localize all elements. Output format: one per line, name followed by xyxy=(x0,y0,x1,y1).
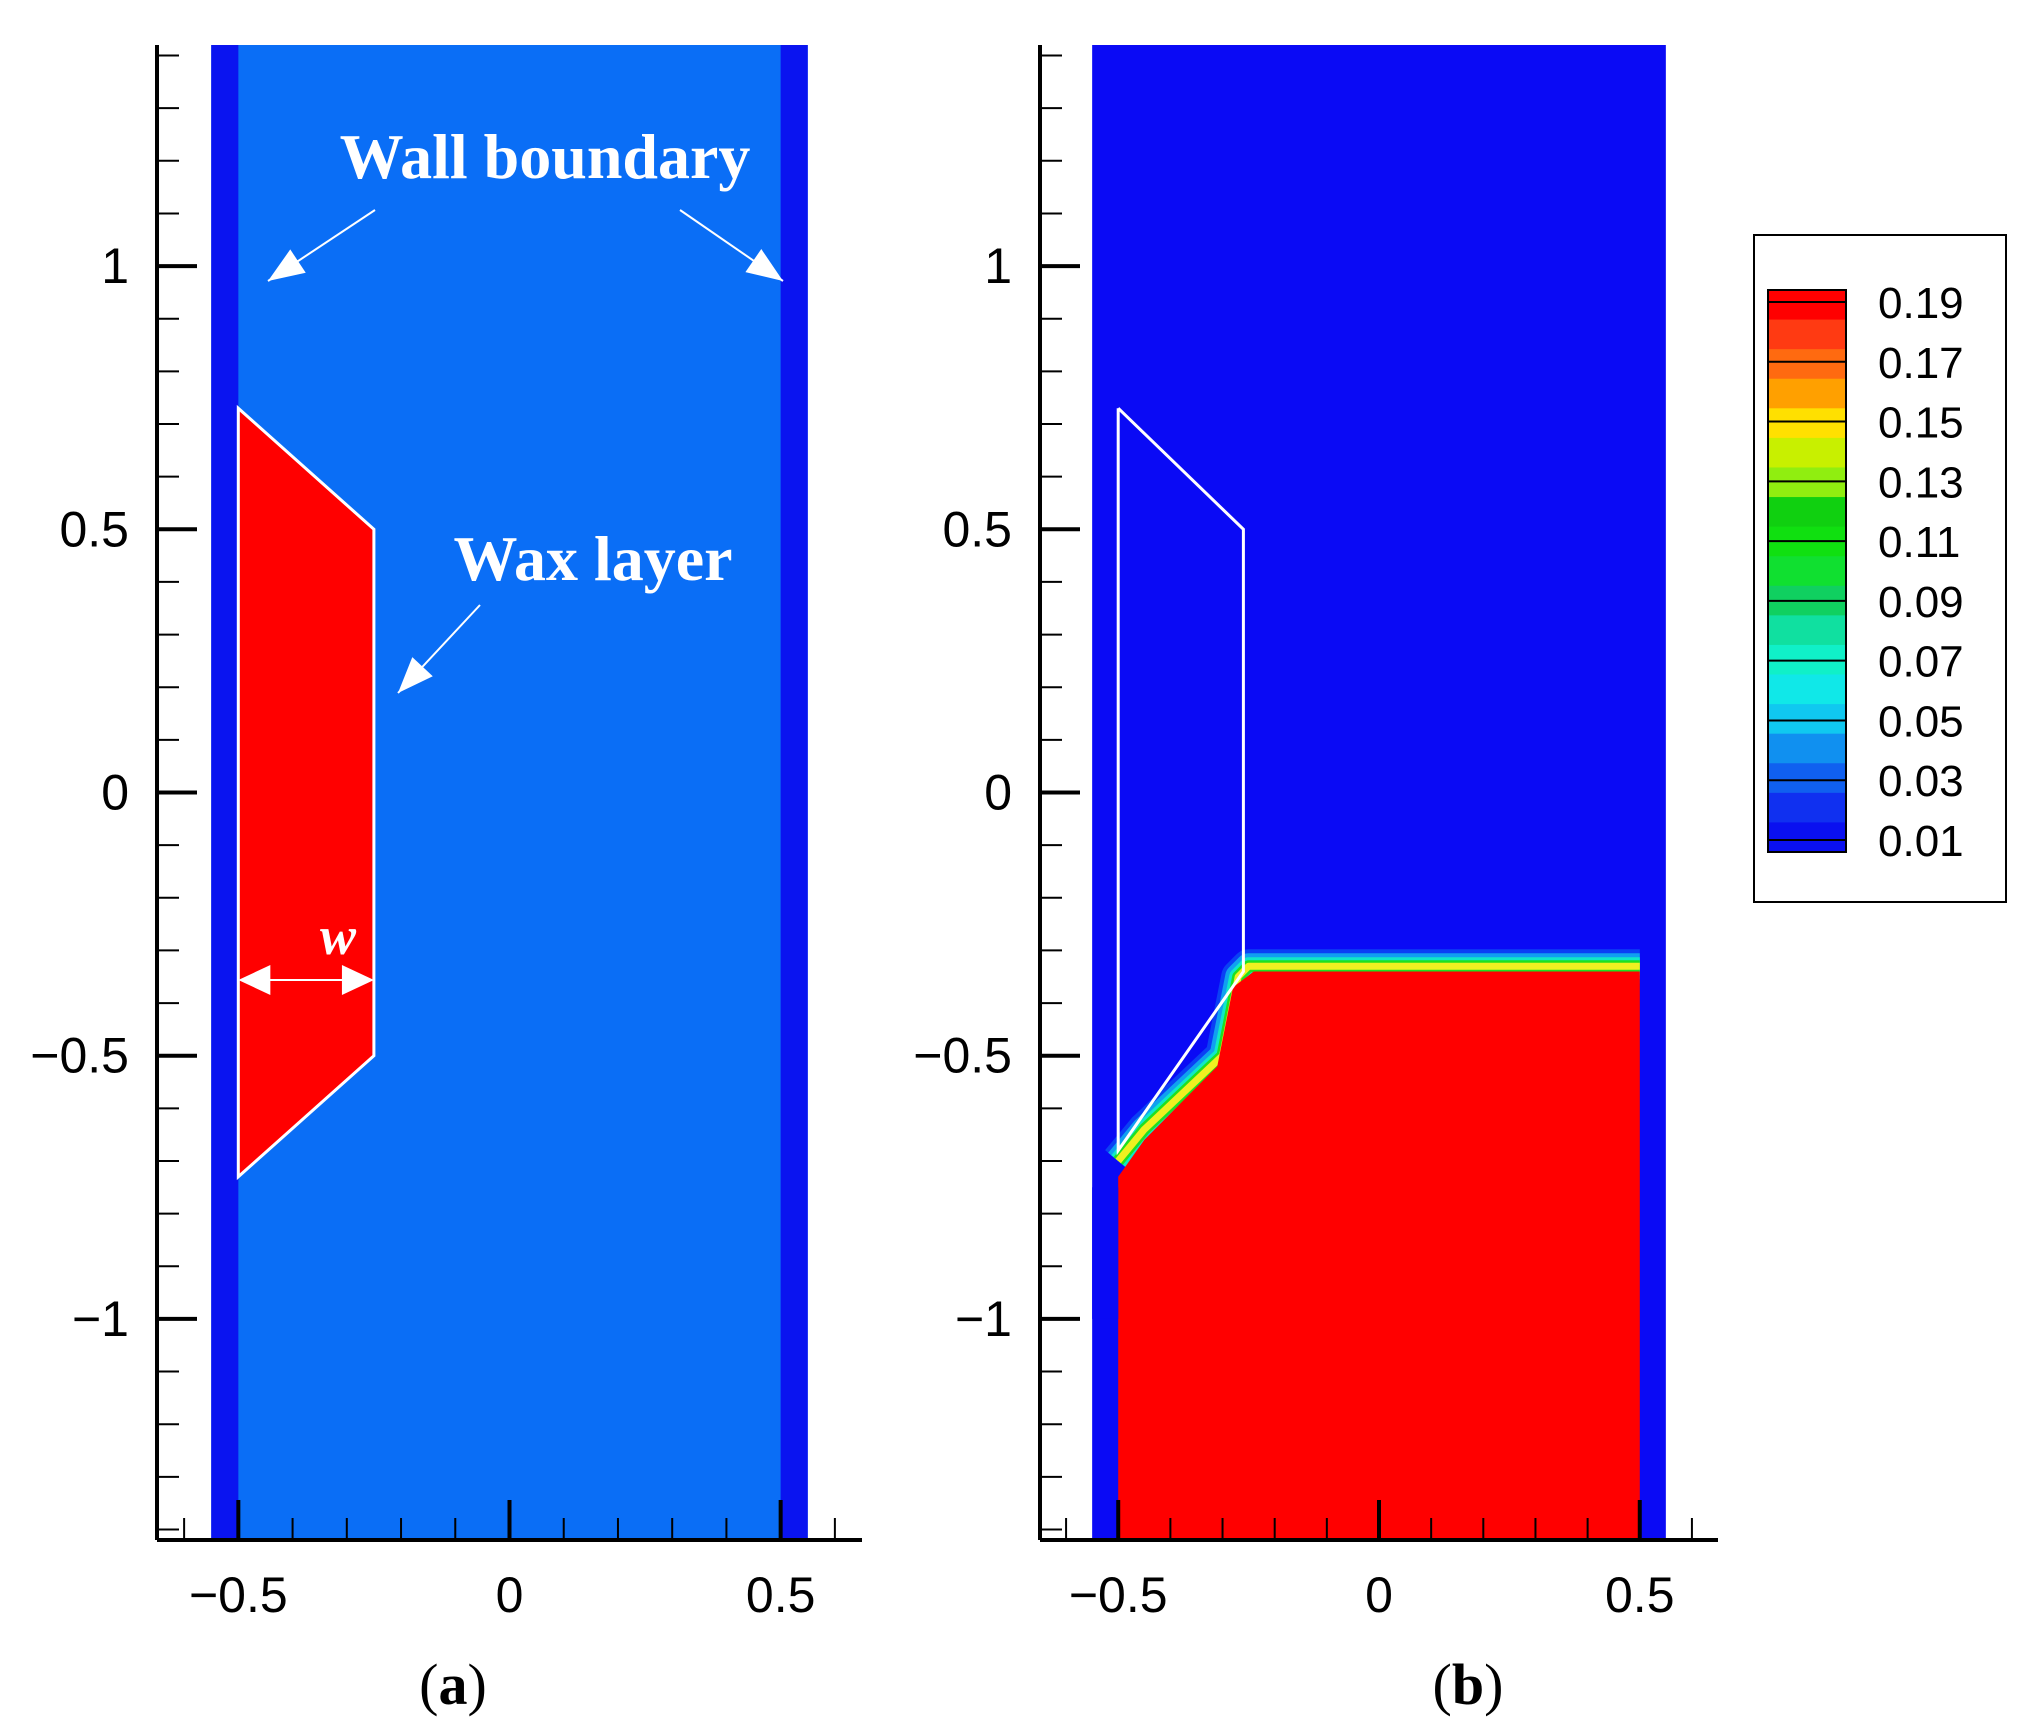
panel-b-y-tick-label: 1 xyxy=(984,238,1012,294)
panel-b-x-tick-label: −0.5 xyxy=(1069,1567,1168,1623)
panel-a-annotations: Wall boundary Wax layer w xyxy=(238,121,784,995)
panel-label-b: (b) xyxy=(1433,1652,1504,1717)
legend-labels: 0.19 0.17 0.15 0.13 0.11 0.09 0.07 0.05 0.03 0.01 xyxy=(1878,279,1964,866)
legend-level-label: 0.01 xyxy=(1878,817,1964,866)
legend-level-label: 0.19 xyxy=(1878,279,1964,328)
panel-a-y-tick-label: −0.5 xyxy=(30,1028,129,1084)
panel-letter-b: b xyxy=(1452,1652,1484,1717)
filled-region xyxy=(1118,971,1640,1540)
panel-letter-a: a xyxy=(439,1652,468,1717)
right-wall xyxy=(780,45,808,1540)
panel-a-x-tick-label: 0.5 xyxy=(746,1567,816,1623)
panel-b-y-tick-label: 0.5 xyxy=(942,501,1012,557)
legend-band xyxy=(1768,556,1846,587)
legend-band xyxy=(1768,408,1846,439)
wall-arrow-right-head xyxy=(745,249,783,281)
legend-bar-border xyxy=(1767,289,1847,853)
legend-band xyxy=(1768,615,1846,646)
legend-bands xyxy=(1767,289,1847,853)
legend-level-label: 0.07 xyxy=(1878,638,1964,687)
wall-arrow-left-head xyxy=(268,249,306,281)
legend-level-label: 0.11 xyxy=(1878,518,1960,567)
panel-b-axes: 1 0.5 0 −0.5 −1 −0.5 0 0.5 xyxy=(913,45,1718,1623)
legend-band xyxy=(1768,437,1846,468)
wall-boundary-label: Wall boundary xyxy=(340,121,751,192)
panel-a-y-tick-label: −1 xyxy=(72,1291,129,1347)
panel-a-field xyxy=(211,45,808,1540)
legend-band xyxy=(1768,319,1846,350)
legend-level-label: 0.15 xyxy=(1878,399,1964,448)
panel-b-y-tick-label: 0 xyxy=(984,765,1012,821)
w-label: w xyxy=(320,906,357,966)
colorbar-legend: 0.19 0.17 0.15 0.13 0.11 0.09 0.07 0.05 0.03 0.01 xyxy=(1753,234,2007,903)
panel-b: 1 0.5 0 −0.5 −1 −0.5 0 0.5 xyxy=(913,45,1718,1623)
legend-band xyxy=(1768,704,1846,735)
panel-a-y-tick-label: 0.5 xyxy=(59,501,129,557)
wax-outline xyxy=(1116,407,1245,1156)
wax-arrow-head xyxy=(398,657,433,693)
legend-level-label: 0.09 xyxy=(1878,578,1964,627)
wax-layer-label: Wax layer xyxy=(453,523,732,594)
legend-level-label: 0.05 xyxy=(1878,697,1964,746)
panel-a: 1 0.5 0 −0.5 −1 −0.5 0 0.5 Wall boundary Wax la… xyxy=(30,45,862,1623)
panel-a-axes: 1 0.5 0 −0.5 −1 −0.5 0 0.5 xyxy=(30,45,862,1623)
left-edge-strip xyxy=(1092,1187,1119,1319)
legend-band xyxy=(1768,822,1846,853)
panel-b-field xyxy=(1092,45,1666,1540)
legend-band xyxy=(1768,290,1846,321)
legend-band xyxy=(1768,497,1846,528)
panel-a-y-tick-label: 0 xyxy=(101,765,129,821)
w-arrow-right-head xyxy=(341,965,374,995)
panel-a-x-tick-label: −0.5 xyxy=(189,1567,288,1623)
panel-a-x-tick-label: 0 xyxy=(496,1567,524,1623)
panel-b-x-tick-label: 0.5 xyxy=(1605,1567,1675,1623)
legend-band xyxy=(1768,792,1846,823)
legend-band xyxy=(1768,674,1846,705)
panel-label-a: (a) xyxy=(419,1652,487,1717)
wax-layer xyxy=(236,404,376,1181)
legend-band xyxy=(1768,733,1846,764)
legend-level-label: 0.03 xyxy=(1878,757,1964,806)
panel-a-y-tick-label: 1 xyxy=(101,238,129,294)
panel-b-x-tick-label: 0 xyxy=(1365,1567,1393,1623)
legend-level-label: 0.17 xyxy=(1878,339,1964,388)
legend-band xyxy=(1768,378,1846,409)
left-wall xyxy=(211,45,239,1540)
legend-level-label: 0.13 xyxy=(1878,458,1964,507)
legend-band xyxy=(1768,467,1846,498)
w-arrow-left-head xyxy=(238,965,271,995)
panel-b-y-tick-label: −1 xyxy=(955,1291,1012,1347)
legend-band xyxy=(1768,349,1846,380)
legend-band xyxy=(1768,763,1846,794)
panel-b-y-tick-label: −0.5 xyxy=(913,1028,1012,1084)
